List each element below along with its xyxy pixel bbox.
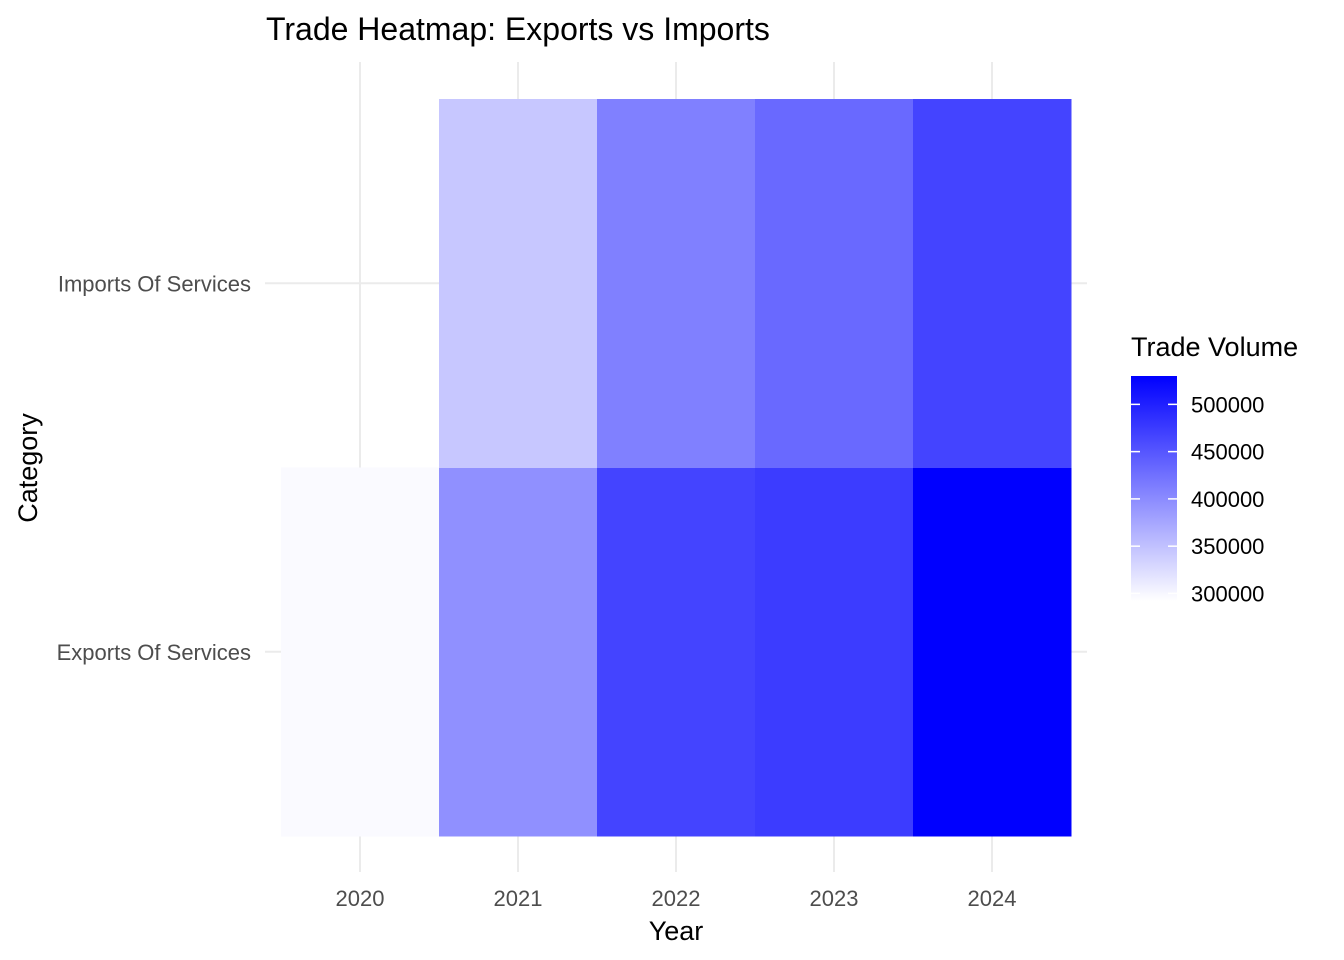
legend-ticks: 300000 350000 400000 450000 500000 [1131, 392, 1264, 606]
heatmap-tile-imports-of-services-2021 [439, 99, 598, 468]
y-tick-label: Exports Of Services [57, 640, 251, 665]
heatmap-tile-exports-of-services-2022 [597, 467, 756, 837]
legend-tick-label: 500000 [1191, 392, 1264, 417]
legend-title: Trade Volume [1131, 332, 1298, 362]
heatmap-tile-imports-of-services-2023 [755, 99, 914, 468]
heatmap-tiles [281, 99, 1072, 837]
y-tick-label: Imports Of Services [58, 271, 251, 296]
color-legend: Trade Volume 300000 350000 400000 450000 500… [1131, 332, 1298, 606]
heatmap-tile-exports-of-services-2023 [755, 467, 914, 837]
x-tick-label: 2020 [336, 886, 385, 911]
heatmap-tile-exports-of-services-2020 [281, 467, 440, 837]
y-tick-labels: Exports Of Services Imports Of Services [57, 271, 251, 665]
legend-tick-label: 300000 [1191, 581, 1264, 606]
legend-tick-label: 350000 [1191, 534, 1264, 559]
heatmap-tile-exports-of-services-2021 [439, 467, 598, 837]
x-tick-label: 2022 [652, 886, 701, 911]
x-tick-label: 2023 [810, 886, 859, 911]
x-axis-title: Year [649, 916, 704, 946]
x-tick-labels: 2020 2021 2022 2023 2024 [336, 886, 1017, 911]
y-axis-title: Category [13, 413, 43, 523]
heatmap-tile-imports-of-services-2024 [913, 99, 1072, 468]
legend-color-bar [1131, 376, 1177, 601]
x-tick-label: 2024 [968, 886, 1017, 911]
heatmap-tile-imports-of-services-2022 [597, 99, 756, 468]
x-tick-label: 2021 [494, 886, 543, 911]
legend-tick-label: 450000 [1191, 440, 1264, 465]
heatmap-tile-exports-of-services-2024 [913, 467, 1072, 837]
legend-tick-label: 400000 [1191, 487, 1264, 512]
chart-title: Trade Heatmap: Exports vs Imports [266, 11, 770, 47]
